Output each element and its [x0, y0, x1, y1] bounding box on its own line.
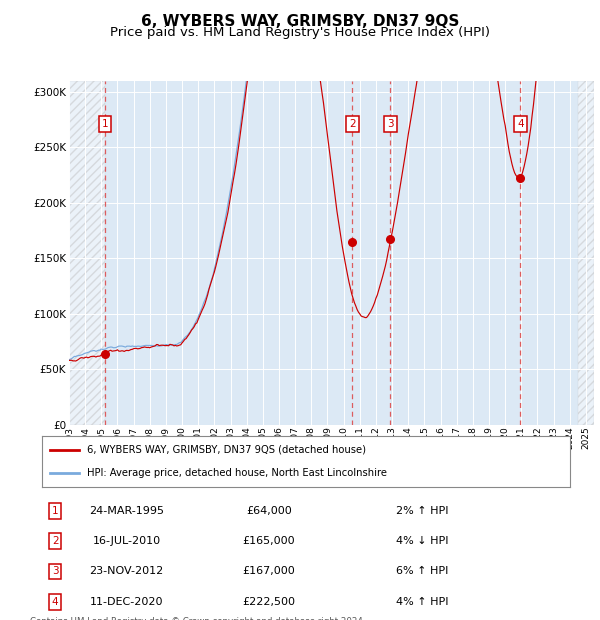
Bar	[578, 81, 594, 425]
Text: 24-MAR-1995: 24-MAR-1995	[89, 506, 164, 516]
Text: 1: 1	[52, 506, 59, 516]
Text: 2% ↑ HPI: 2% ↑ HPI	[396, 506, 448, 516]
Text: 23-NOV-2012: 23-NOV-2012	[89, 567, 164, 577]
Text: 4: 4	[517, 118, 524, 128]
Text: 2: 2	[52, 536, 59, 546]
Text: 6% ↑ HPI: 6% ↑ HPI	[396, 567, 448, 577]
Text: 1: 1	[102, 118, 109, 128]
Text: 11-DEC-2020: 11-DEC-2020	[90, 596, 163, 607]
Text: £64,000: £64,000	[246, 506, 292, 516]
Text: £165,000: £165,000	[243, 536, 295, 546]
Text: 3: 3	[387, 118, 394, 128]
Text: HPI: Average price, detached house, North East Lincolnshire: HPI: Average price, detached house, Nort…	[87, 468, 387, 478]
Text: 6, WYBERS WAY, GRIMSBY, DN37 9QS (detached house): 6, WYBERS WAY, GRIMSBY, DN37 9QS (detach…	[87, 445, 366, 454]
Text: 3: 3	[52, 567, 59, 577]
Text: 4: 4	[52, 596, 59, 607]
Text: 6, WYBERS WAY, GRIMSBY, DN37 9QS: 6, WYBERS WAY, GRIMSBY, DN37 9QS	[141, 14, 459, 29]
Text: Contains HM Land Registry data © Crown copyright and database right 2024.
This d: Contains HM Land Registry data © Crown c…	[30, 617, 365, 620]
Text: 16-JUL-2010: 16-JUL-2010	[92, 536, 161, 546]
Text: 4% ↓ HPI: 4% ↓ HPI	[396, 536, 448, 546]
Text: £222,500: £222,500	[242, 596, 296, 607]
Text: £167,000: £167,000	[242, 567, 295, 577]
Text: 2: 2	[349, 118, 356, 128]
Bar	[69, 81, 104, 425]
Text: 4% ↑ HPI: 4% ↑ HPI	[396, 596, 448, 607]
Text: Price paid vs. HM Land Registry's House Price Index (HPI): Price paid vs. HM Land Registry's House …	[110, 26, 490, 39]
